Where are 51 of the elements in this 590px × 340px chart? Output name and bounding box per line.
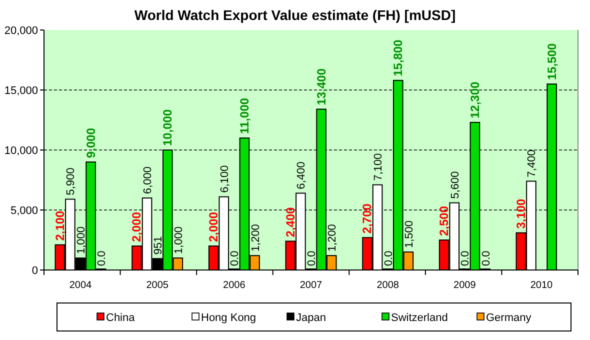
x-tick-label: 2010: [530, 280, 554, 291]
data-label: 0.0: [229, 250, 242, 266]
data-label: 2,000: [206, 212, 221, 242]
data-label: 0.0: [96, 250, 108, 266]
data-label: 0.0: [382, 250, 395, 266]
data-label: 2,500: [437, 206, 452, 236]
data-label: 15,800: [391, 39, 406, 76]
y-tick-label: 0: [32, 264, 38, 277]
y-tick-label: 5,000: [10, 204, 38, 217]
data-label: 1,000: [172, 226, 185, 254]
data-label: 951: [152, 236, 164, 255]
data-label: 11,000: [237, 98, 252, 134]
data-label: 0.0: [306, 250, 318, 266]
legend-label: Switzerland: [391, 312, 448, 324]
data-label: 1,200: [326, 224, 339, 252]
data-label: 1,200: [250, 224, 262, 252]
y-tick-label: 20,000: [4, 24, 38, 37]
x-tick-label: 2005: [146, 280, 169, 291]
x-tick-label: 2009: [454, 280, 476, 291]
y-tick-label: 15,000: [4, 84, 38, 97]
legend-label: China: [106, 312, 136, 324]
data-label: 0.0: [480, 250, 492, 266]
x-tick-label: 2004: [69, 280, 92, 291]
data-label: 6,100: [218, 165, 231, 193]
data-label: 1,000: [75, 226, 88, 254]
chart-title: World Watch Export Value estimate (FH) [mUSD]: [134, 7, 456, 23]
data-label: 2,400: [283, 206, 298, 238]
data-label: 5,600: [449, 171, 462, 199]
data-label: 12,300: [468, 81, 482, 118]
data-label: 2,700: [360, 203, 374, 234]
data-label: 7,400: [526, 150, 538, 178]
data-label: 3,100: [514, 198, 528, 229]
data-label: 9,000: [84, 128, 98, 158]
data-label: 2,000: [130, 212, 144, 242]
data-label: 2,100: [52, 210, 67, 241]
data-label: 0.0: [460, 250, 472, 266]
data-label: 5,900: [65, 168, 78, 196]
x-tick-label: 2007: [300, 280, 323, 291]
legend-label: Japan: [296, 312, 326, 324]
data-label: 6,400: [296, 162, 308, 190]
y-tick-label: 10,000: [4, 144, 38, 157]
data-label: 10,000: [160, 108, 175, 146]
x-tick-label: 2008: [376, 280, 400, 291]
legend-label: Hong Kong: [201, 312, 256, 324]
data-label: 7,100: [372, 153, 385, 181]
data-label: 6,000: [142, 166, 154, 194]
data-label: 1,500: [403, 220, 416, 248]
legend-label: Germany: [486, 312, 532, 324]
data-label: 15,500: [544, 42, 559, 80]
data-label: 13,400: [314, 68, 328, 106]
x-tick-label: 2006: [223, 280, 246, 291]
